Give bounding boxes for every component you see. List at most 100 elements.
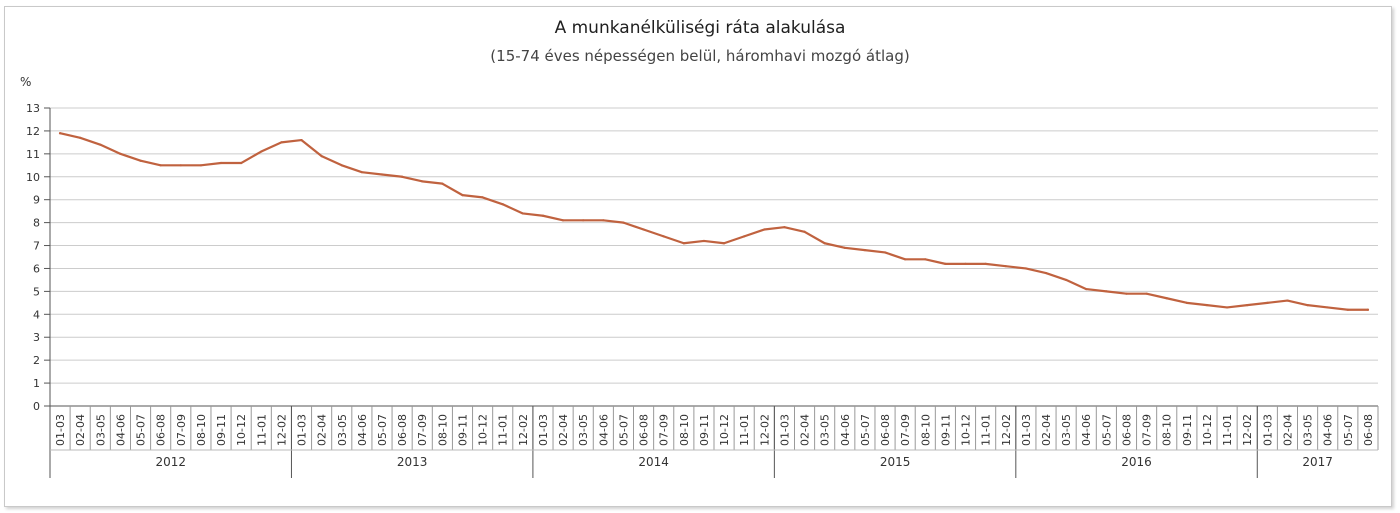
x-tick-label: 02-04 (316, 414, 329, 446)
year-label: 2017 (1302, 455, 1333, 469)
x-tick-label: 07-09 (658, 414, 671, 446)
data-point (1145, 292, 1148, 295)
data-point (702, 239, 706, 243)
x-tick-label: 04-06 (1322, 414, 1335, 446)
data-point (139, 159, 142, 162)
data-point (883, 251, 887, 254)
data-point (1326, 306, 1329, 309)
y-tick-label: 0 (33, 400, 40, 413)
x-tick-label: 10-12 (1201, 414, 1214, 446)
x-tick-label: 05-07 (1100, 414, 1113, 446)
data-point (58, 132, 62, 135)
data-point (1065, 278, 1068, 282)
x-tick-label: 11-01 (980, 414, 993, 446)
data-point (340, 164, 343, 167)
data-point (1266, 301, 1269, 304)
x-tick-label: 05-07 (617, 414, 630, 446)
data-point (401, 175, 404, 178)
data-point (1346, 308, 1349, 311)
x-tick-label: 12-02 (1241, 414, 1254, 446)
data-point (99, 143, 102, 146)
x-tick-label: 06-08 (879, 414, 892, 446)
x-tick-label: 10-12 (960, 414, 973, 446)
data-point (743, 235, 746, 238)
x-tick-label: 03-05 (94, 414, 107, 446)
x-tick-label: 04-06 (597, 414, 610, 446)
x-tick-label: 04-06 (114, 414, 127, 446)
data-point (1205, 304, 1209, 307)
x-tick-label: 08-10 (1161, 414, 1174, 446)
x-tick-label: 08-10 (919, 414, 932, 446)
data-point (481, 196, 484, 199)
data-point (823, 242, 826, 245)
data-point (1125, 292, 1128, 295)
data-point (1165, 297, 1168, 300)
x-tick-label: 12-02 (1000, 414, 1013, 446)
y-tick-label: 12 (26, 125, 40, 138)
data-point (240, 161, 243, 165)
x-tick-label: 09-11 (1181, 414, 1194, 446)
x-tick-label: 02-04 (557, 414, 570, 446)
data-point (763, 228, 766, 231)
data-point (1286, 299, 1289, 302)
data-point (964, 262, 967, 265)
year-label: 2013 (397, 455, 428, 469)
x-axis: 01-03 02-04 03-05 04-06 05-07 06-08 07-09 08-10… (49, 406, 1379, 478)
data-point (722, 242, 726, 245)
y-tick-label: 13 (26, 102, 40, 115)
grid-lines (49, 107, 1378, 407)
x-tick-label: 07-09 (1141, 414, 1154, 446)
x-tick-label: 12-02 (517, 414, 530, 446)
y-tick-label: 8 (33, 217, 40, 230)
year-label: 2014 (638, 455, 669, 469)
y-tick-label: 5 (33, 285, 40, 298)
x-tick-label: 10-12 (477, 414, 490, 446)
data-point (1044, 271, 1048, 275)
x-tick-label: 05-07 (376, 414, 389, 446)
data-point (904, 258, 907, 261)
data-point (1085, 287, 1088, 291)
data-point (320, 155, 323, 158)
x-tick-label: 03-05 (577, 414, 590, 446)
x-tick-label: 03-05 (1060, 414, 1073, 446)
data-point (1306, 304, 1309, 307)
x-tick-label: 06-08 (1120, 414, 1133, 446)
x-tick-label: 08-10 (678, 414, 691, 446)
data-point (783, 226, 786, 229)
x-tick-label: 06-08 (396, 414, 409, 446)
chart-frame (4, 6, 1392, 507)
x-tick-label: 09-11 (456, 414, 469, 446)
data-point (863, 249, 867, 252)
data-point (803, 230, 806, 233)
data-point (1225, 306, 1229, 309)
data-point (421, 180, 424, 183)
data-point (1185, 301, 1188, 304)
x-tick-label: 01-03 (537, 414, 550, 446)
data-point (461, 194, 464, 197)
data-point (1246, 304, 1249, 307)
data-point (602, 219, 605, 222)
data-point (280, 141, 283, 144)
series-group (58, 132, 1370, 311)
data-point (924, 258, 927, 261)
x-tick-label: 12-02 (275, 414, 288, 446)
data-point (380, 173, 384, 176)
x-tick-label: 05-07 (135, 414, 148, 446)
data-point (984, 262, 987, 265)
data-point (501, 203, 504, 206)
x-tick-label: 01-03 (296, 414, 309, 446)
x-tick-label: 08-10 (195, 414, 208, 446)
x-tick-label: 11-01 (1221, 414, 1234, 446)
data-point (843, 246, 846, 249)
y-tick-label: 6 (33, 262, 40, 275)
year-label: 2016 (1121, 455, 1152, 469)
data-point (561, 219, 565, 222)
x-tick-label: 01-03 (778, 414, 791, 446)
y-tick-label: 10 (26, 171, 40, 184)
x-tick-label: 09-11 (939, 414, 952, 446)
y-tick-label: 3 (33, 331, 40, 344)
year-label: 2012 (155, 455, 186, 469)
y-tick-label: 1 (33, 377, 40, 390)
y-tick-label: 4 (33, 308, 40, 321)
